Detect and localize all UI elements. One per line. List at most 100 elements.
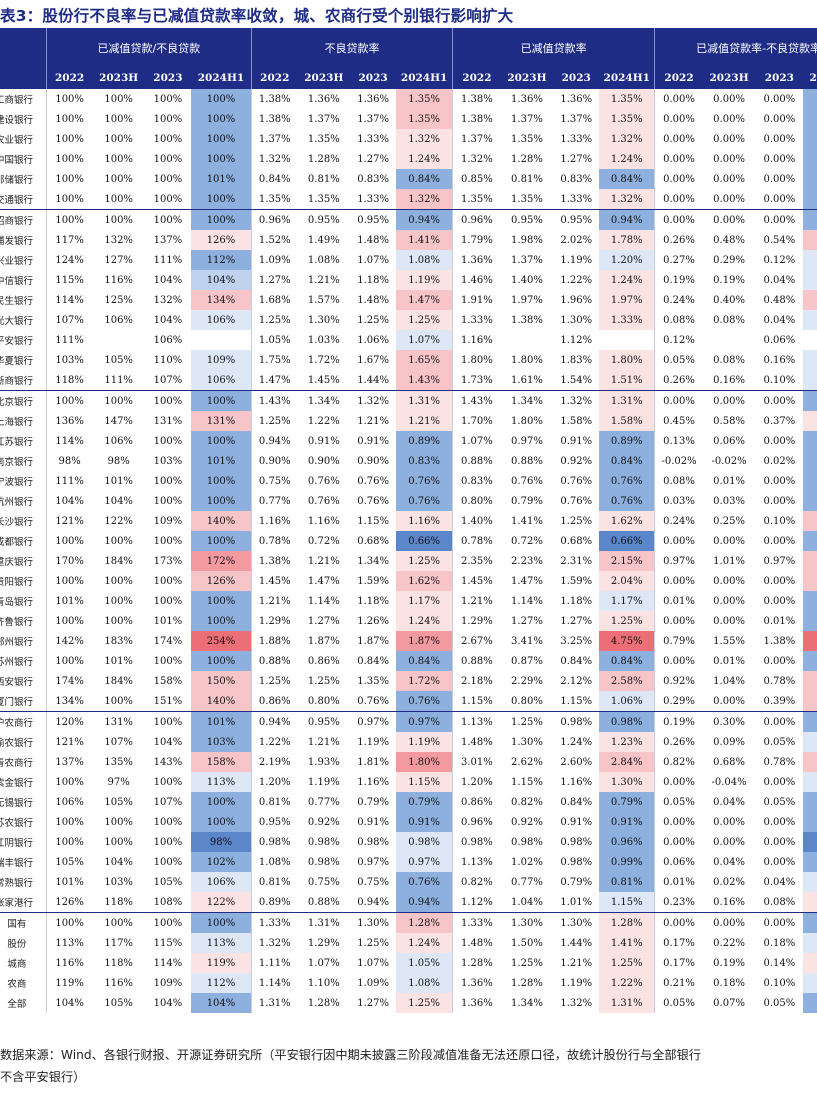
value-cell: 0.0 [803, 451, 817, 471]
value-cell: 1.29% [250, 611, 298, 631]
value-cell: 0.87% [511, 655, 543, 667]
value-cell: -0.02% [654, 451, 703, 471]
source-line-1: 数据来源：Wind、各银行财报、开源证券研究所（平安银行因中期未披露三阶段减值准… [0, 1048, 701, 1062]
value-cell: 131% [104, 716, 133, 728]
bank-name-label: 紫金银行 [0, 778, 34, 789]
value-cell: 0.84% [250, 169, 298, 189]
table-row: 贵阳银行100%100%100%126%1.45%1.47%1.59%1.62%… [0, 571, 817, 591]
table-row: 厦门银行134%100%151%140%0.86%0.80%0.76%0.76%… [0, 691, 817, 712]
value-cell: 0.75% [307, 876, 340, 888]
value-cell: 0.0 [803, 370, 817, 391]
bank-name: 常熟银行 [0, 872, 46, 892]
table-row: 沪农商行 120% 131% 100% 101%0.94% 0.95% 0.97% 0.97%… [0, 711, 817, 732]
bank-name: 西安银行 [0, 671, 46, 691]
value-cell: 100% [45, 209, 93, 230]
bank-name: 齐鲁银行 [0, 611, 46, 631]
value-cell: 1.80% [396, 752, 453, 772]
value-cell: 100% [191, 390, 252, 411]
value-cell: 1.27% [511, 615, 543, 627]
value-cell: 119% [191, 953, 252, 973]
value-cell: 0.00% [713, 173, 745, 185]
value-cell: 0.0 [803, 912, 817, 933]
value-cell: 100% [104, 113, 133, 125]
value-cell: 100% [153, 495, 183, 507]
value-cell: 100% [191, 109, 252, 129]
value-cell: 1.03% [307, 334, 340, 346]
table-row: 西安银行174%184%158%150%1.25%1.25%1.35%1.72%… [0, 671, 817, 691]
value-cell: 0.00% [654, 571, 703, 591]
value-cell: 0.78% [763, 675, 796, 687]
table-row: 上海银行136%147%131%131%1.25%1.22%1.21%1.21%… [0, 411, 817, 431]
value-cell: 1.27% [307, 615, 340, 627]
value-cell: 0.3 [803, 691, 817, 712]
source-line-2: 不含平安银行） [0, 1070, 86, 1084]
value-cell: 1.75% [250, 350, 298, 370]
value-cell: 107% [104, 736, 133, 748]
table-row: 工商银行100%100%100%100%1.38%1.36%1.36%1.35%… [0, 89, 817, 109]
bank-name-label: 厦门银行 [0, 697, 34, 708]
value-cell: 151% [144, 691, 192, 712]
value-cell: 0.77% [307, 796, 340, 808]
value-cell: 0.00% [763, 836, 796, 848]
value-cell: 0.0 [803, 189, 817, 210]
bank-name-label: 国有 [7, 919, 27, 930]
value-cell: 100% [153, 655, 183, 667]
bank-name-label: 北京银行 [0, 397, 34, 408]
value-cell: 0.76% [599, 491, 655, 511]
value-cell: 1.07% [357, 957, 389, 969]
value-cell: 0.79% [396, 792, 453, 812]
value-cell: 1.49% [307, 234, 340, 246]
value-cell: 0.76% [349, 691, 397, 712]
value-cell: 0.00% [654, 109, 703, 129]
value-cell: 1.21% [357, 415, 389, 427]
value-cell: 1.15% [553, 691, 600, 712]
value-cell: 0.0 [803, 89, 817, 109]
period-header: 2023 [144, 67, 192, 89]
value-cell: 2.04% [599, 571, 655, 591]
value-cell: 1.98% [511, 234, 543, 246]
value-cell: 0.04% [763, 274, 796, 286]
value-cell: 0.29% [654, 691, 703, 712]
value-cell: 118% [92, 892, 145, 913]
value-cell: 0.90% [250, 451, 298, 471]
value-cell: 0.00% [713, 836, 745, 848]
value-cell: 0.89% [250, 892, 298, 913]
value-cell: -0.0 [803, 832, 817, 852]
value-cell: 0.01% [654, 591, 703, 611]
value-cell: 115% [45, 270, 93, 290]
value-cell: 1.13% [452, 852, 501, 872]
table-row: 华夏银行 103% 105% 110% 109%1.75% 1.72% 1.67% 1.65%… [0, 350, 817, 370]
bank-name: 上海银行 [0, 411, 46, 431]
value-cell: 100% [191, 129, 252, 149]
value-cell: 0.58% [713, 415, 745, 427]
value-cell: 0.0 [803, 270, 817, 290]
value-cell: 1.25% [357, 937, 389, 949]
value-cell: 108% [144, 892, 192, 913]
corner-cell [0, 28, 47, 67]
table-row: 全部 104% 105% 104% 104% 1.31% 1.28% 1.27% 1.25% 1.… [0, 993, 817, 1013]
value-cell: 183% [104, 635, 133, 647]
value-cell: 0.72% [511, 535, 543, 547]
value-cell: 1.20% [452, 772, 501, 792]
value-cell: 1.35% [396, 109, 453, 129]
value-cell: 106% [191, 872, 252, 892]
value-cell: 1.14% [250, 973, 298, 993]
value-cell: 173% [153, 555, 183, 567]
value-cell: 1.25% [396, 310, 453, 330]
value-cell: 0.3 [803, 230, 817, 250]
data-table-container[interactable]: 已减值贷款/不良贷款 不良贷款率 已减值贷款率 已减值贷款率-不良贷款率 202… [0, 28, 817, 1041]
value-cell: 1.70% [452, 411, 501, 431]
value-cell: 1.33% [553, 189, 600, 210]
value-cell: 0.02% [713, 876, 745, 888]
value-cell: 100% [45, 129, 93, 149]
value-cell: 0.1 [803, 973, 817, 993]
value-cell: 1.25% [396, 993, 453, 1013]
value-cell: 0.0 [803, 310, 817, 330]
value-cell: 0.19% [654, 711, 703, 732]
value-cell: 100% [45, 531, 93, 551]
value-cell: 0.95% [357, 214, 389, 226]
value-cell: 0.98% [452, 832, 501, 852]
value-cell: 114% [153, 957, 183, 969]
value-cell: 1.88% [250, 631, 298, 651]
value-cell: 1.29% [452, 611, 501, 631]
